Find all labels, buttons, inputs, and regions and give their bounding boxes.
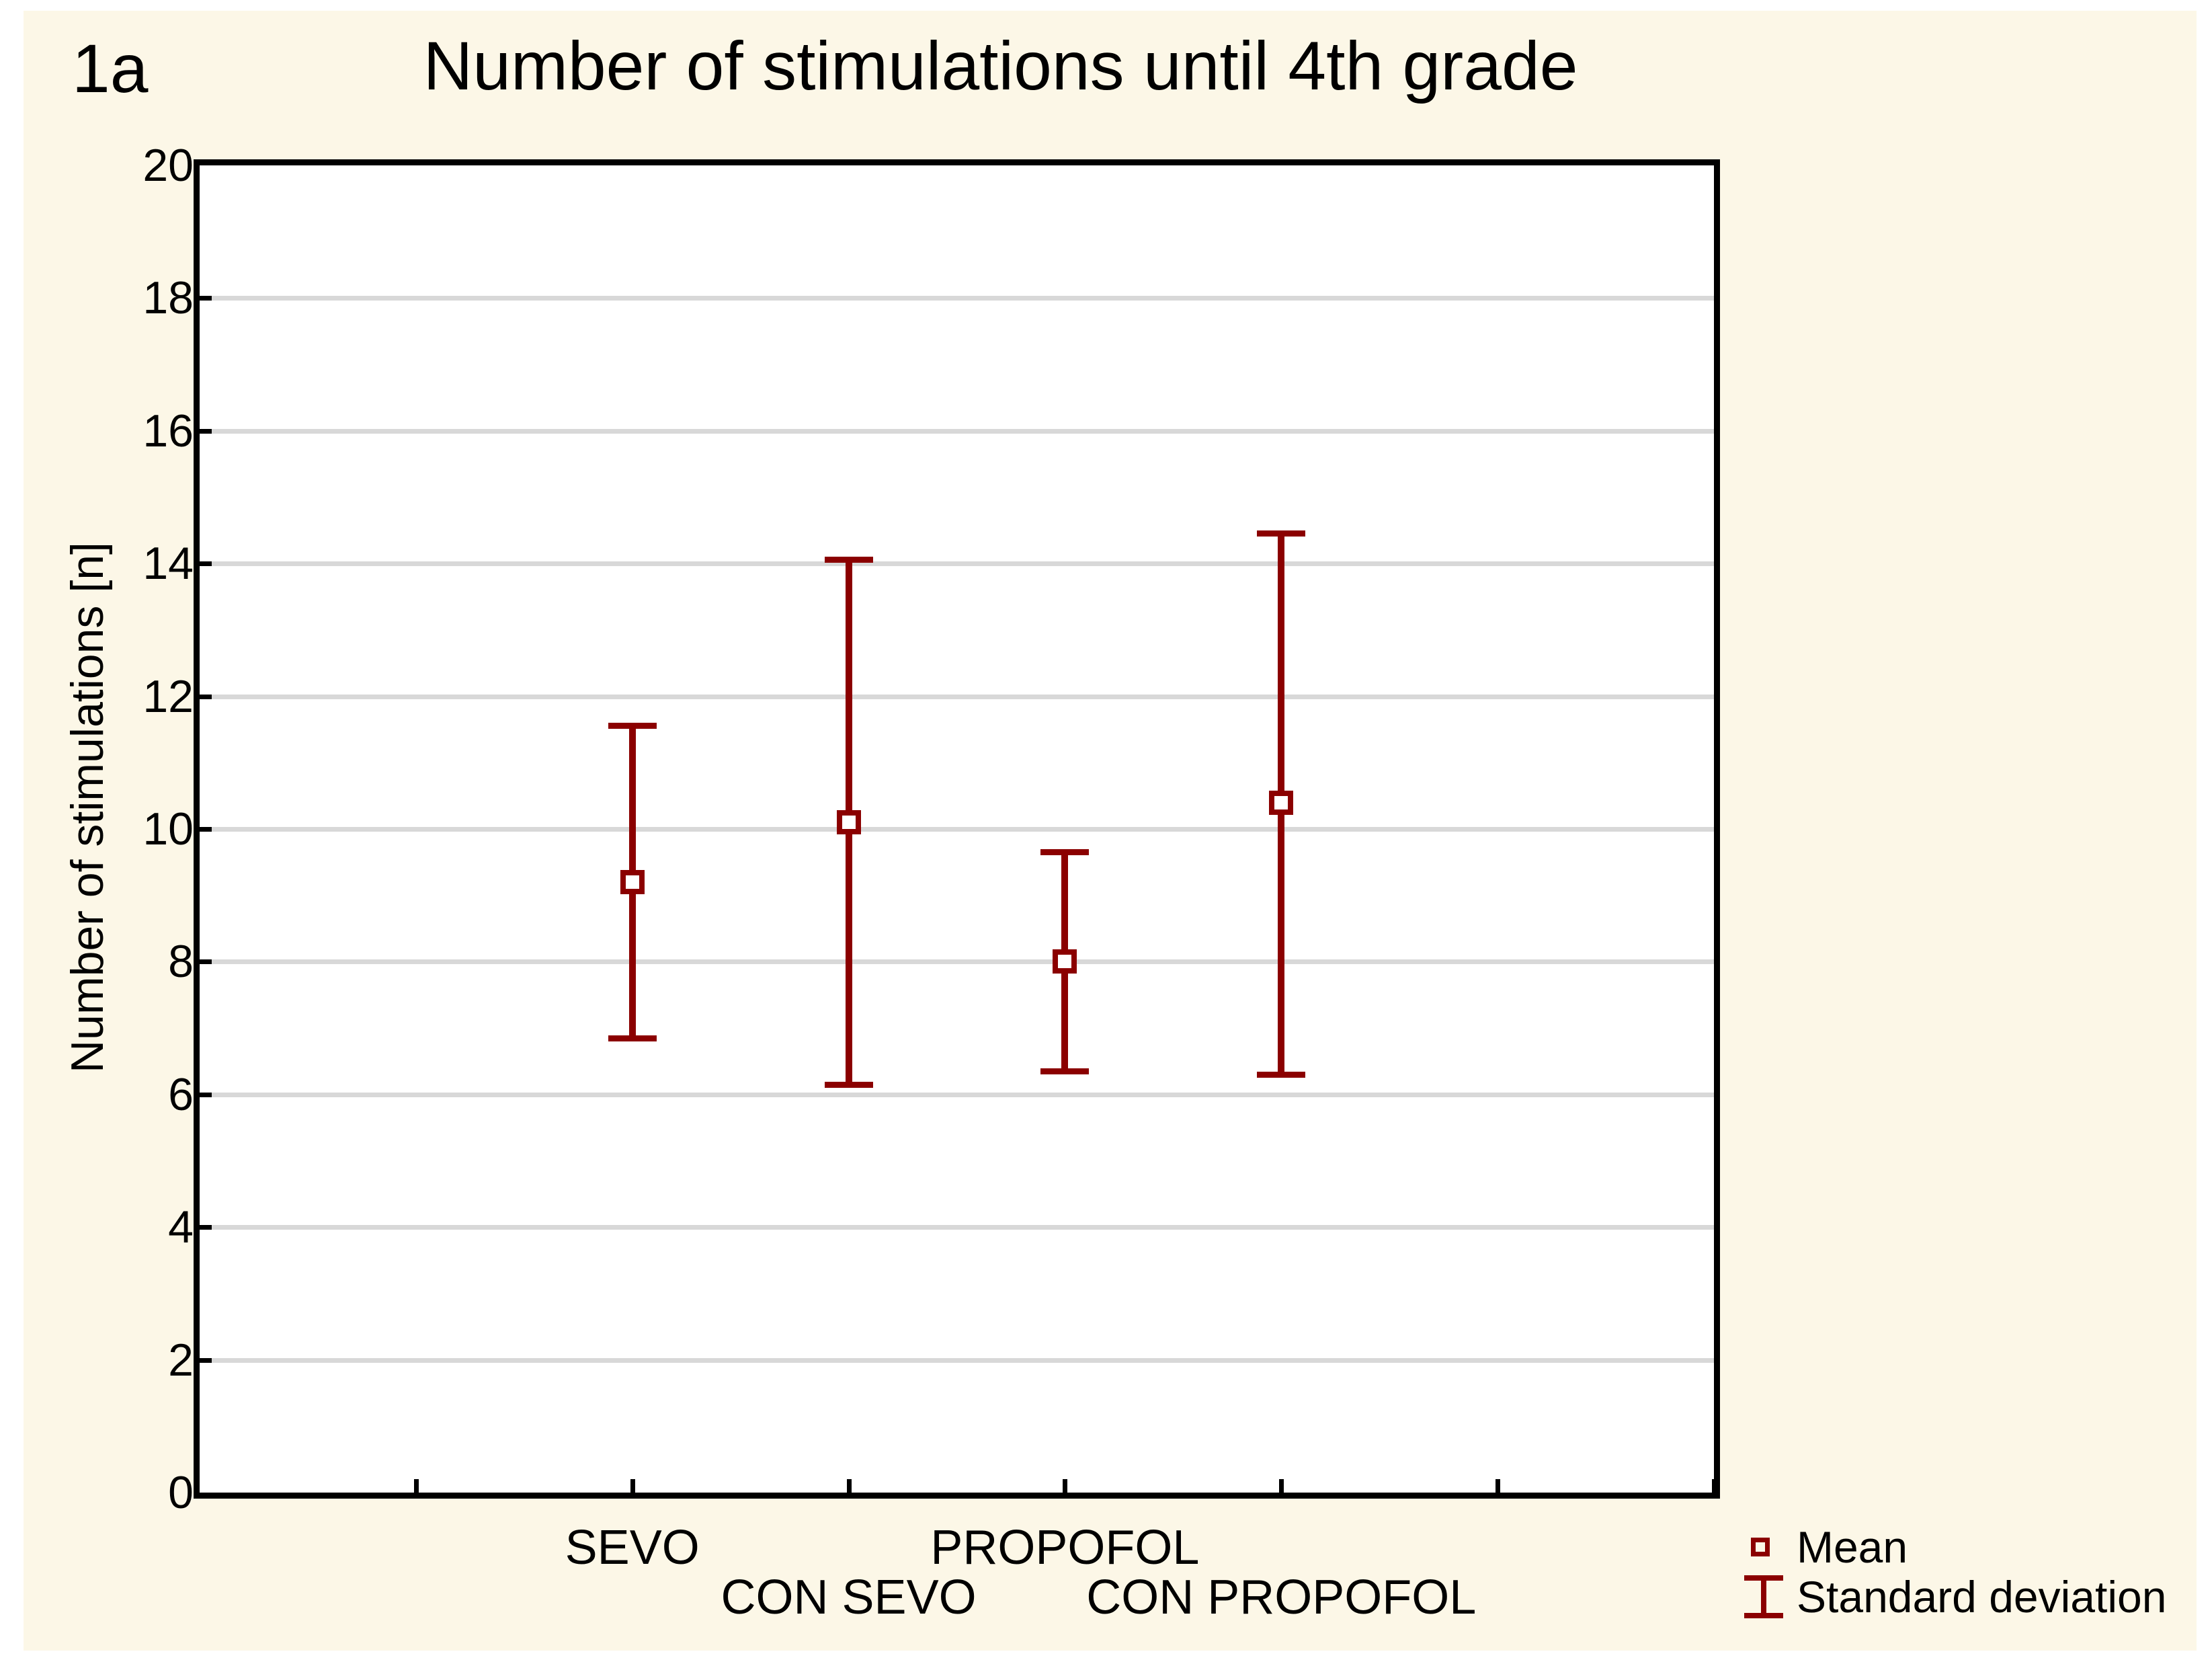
gridline-y-2 [200, 1357, 1714, 1363]
error-bar-con-propofol [1257, 530, 1306, 1078]
x-tick-1 [413, 1479, 419, 1493]
y-tick-10 [200, 827, 212, 832]
y-tick-label-10: 10 [142, 803, 194, 855]
x-tick-6 [1496, 1479, 1501, 1493]
sd-lower-cap [1040, 1068, 1090, 1075]
legend-item-mean: Mean [1744, 1522, 2166, 1572]
legend-label-sd: Standard deviation [1797, 1572, 2167, 1622]
x-tick-7 [1712, 1479, 1717, 1493]
sd-lower-cap [1257, 1072, 1306, 1078]
sd-lower-cap [824, 1081, 873, 1088]
y-tick-label-12: 12 [142, 670, 194, 722]
legend-item-sd: Standard deviation [1744, 1572, 2166, 1622]
y-tick-6 [200, 1092, 212, 1097]
gridline-y-4 [200, 1225, 1714, 1230]
figure-label: 1a [72, 30, 149, 107]
x-tick-4 [1063, 1479, 1068, 1493]
y-tick-label-4: 4 [168, 1201, 194, 1253]
plot-area [194, 159, 1720, 1499]
mean-marker [1053, 949, 1077, 974]
legend-label-mean: Mean [1797, 1522, 1908, 1572]
gridline-y-16 [200, 428, 1714, 434]
chart-panel: 1a Number of stimulations until 4th grad… [24, 11, 2197, 1651]
error-bar-icon [1744, 1575, 1783, 1618]
gridline-y-6 [200, 1092, 1714, 1097]
x-category-label-con-sevo: CON SEVO [721, 1571, 977, 1624]
x-tick-5 [1279, 1479, 1284, 1493]
y-tick-8 [200, 959, 212, 965]
y-tick-label-6: 6 [168, 1068, 194, 1120]
y-tick-12 [200, 694, 212, 699]
y-tick-label-20: 20 [142, 140, 194, 191]
y-tick-label-2: 2 [168, 1334, 194, 1386]
sd-lower-cap [608, 1035, 657, 1041]
y-tick-18 [200, 296, 212, 301]
x-category-label-sevo: SEVO [565, 1521, 700, 1575]
y-tick-label-8: 8 [168, 936, 194, 988]
error-bar-con-sevo [824, 557, 873, 1088]
y-tick-label-0: 0 [168, 1467, 194, 1518]
x-tick-3 [846, 1479, 852, 1493]
y-tick-4 [200, 1225, 212, 1230]
mean-marker [1269, 790, 1294, 815]
gridline-y-18 [200, 296, 1714, 301]
legend-swatch-sd [1744, 1575, 1787, 1618]
chart-title: Number of stimulations until 4th grade [423, 28, 1578, 104]
mean-marker [620, 869, 645, 894]
legend: Mean Standard deviation [1744, 1522, 2166, 1622]
error-bar-sevo [608, 723, 657, 1041]
y-tick-label-16: 16 [142, 405, 194, 457]
y-tick-label-14: 14 [142, 538, 194, 590]
x-tick-2 [630, 1479, 635, 1493]
y-tick-16 [200, 428, 212, 434]
mean-marker-icon [1751, 1538, 1770, 1556]
mean-marker [836, 810, 861, 835]
x-category-label-con-propofol: CON PROPOFOL [1086, 1571, 1477, 1624]
gridline-y-14 [200, 561, 1714, 567]
gridline-y-10 [200, 827, 1714, 832]
gridline-y-8 [200, 959, 1714, 965]
x-category-label-propofol: PROPOFOL [930, 1521, 1200, 1575]
legend-swatch-mean [1744, 1538, 1787, 1556]
gridline-y-12 [200, 694, 1714, 699]
error-bar-propofol [1040, 848, 1090, 1075]
y-tick-14 [200, 561, 212, 567]
y-tick-label-18: 18 [142, 272, 194, 324]
y-tick-2 [200, 1357, 212, 1363]
